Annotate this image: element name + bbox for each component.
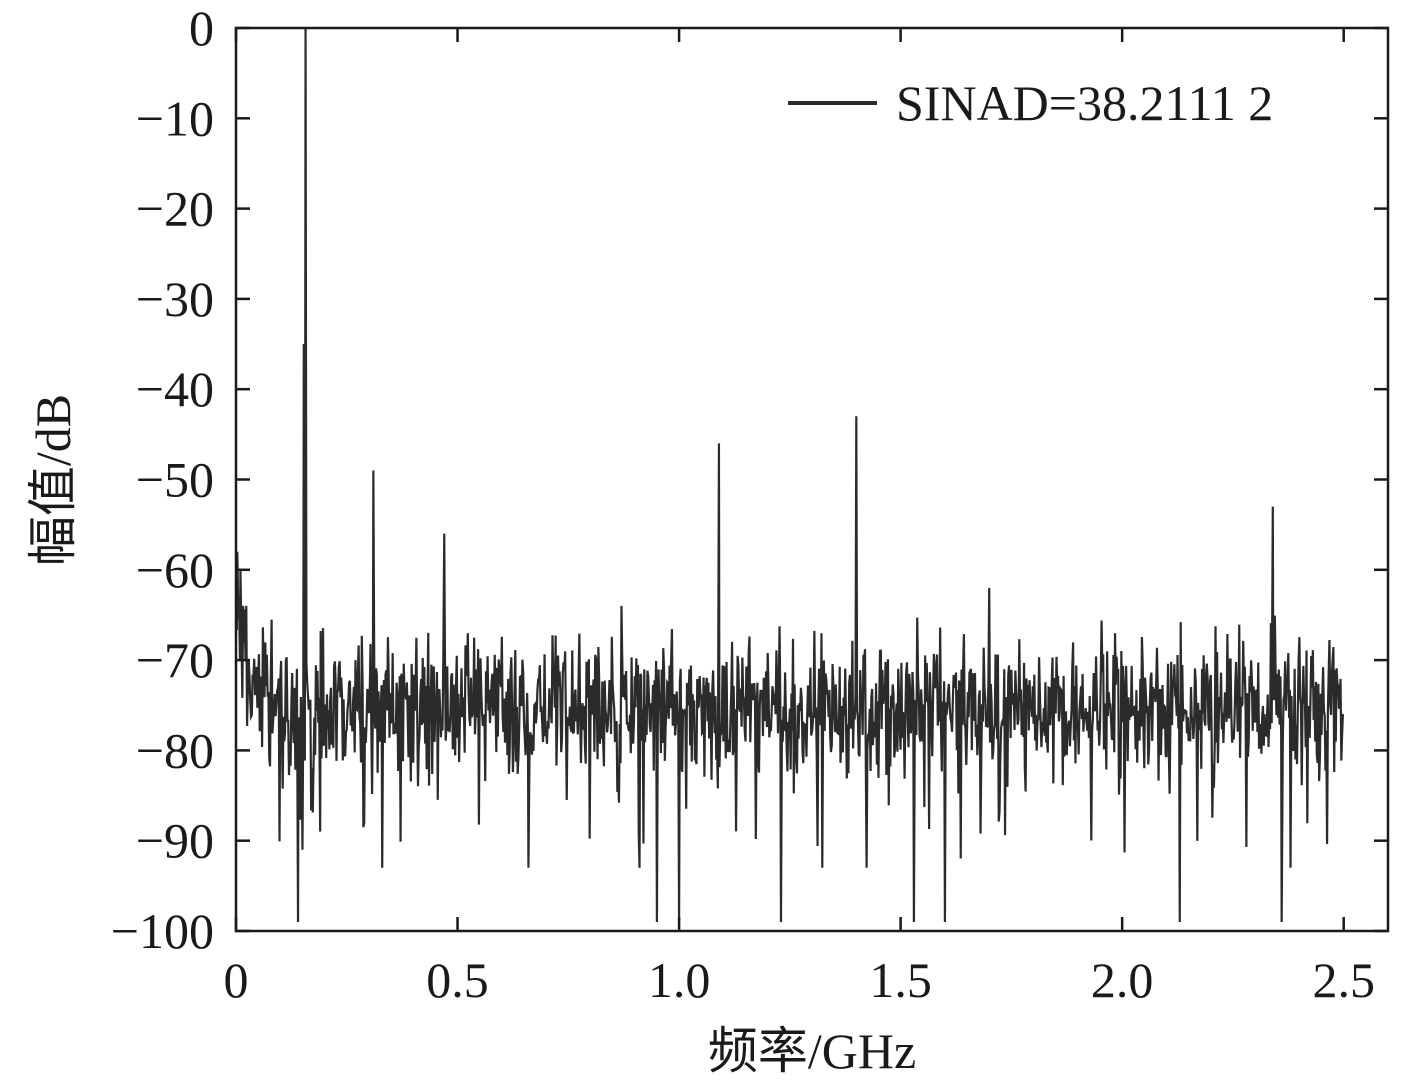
y-tick-label: −50 [136, 452, 214, 508]
y-tick-label: −40 [136, 361, 214, 417]
y-tick-label: −100 [111, 903, 214, 959]
y-tick-label: −70 [136, 632, 214, 688]
spectrum-trace [234, 27, 1344, 922]
y-axis-title: 幅值/dB [25, 394, 81, 566]
tick-layer: 0 0.5 1.0 1.5 2.0 2.5 0 −10 −20 −30 −40 −50 −60 −70 −8… [111, 0, 1388, 1008]
x-tick-label: 0.5 [426, 952, 489, 1008]
legend: SINAD=38.2111 2 [788, 75, 1273, 131]
x-tick-label: 1.0 [648, 952, 711, 1008]
y-tick-label: −30 [136, 271, 214, 327]
x-tick-label: 0 [224, 952, 249, 1008]
x-tick-label: 2.5 [1312, 952, 1375, 1008]
y-tick-label: −90 [136, 813, 214, 869]
y-tick-label: −20 [136, 181, 214, 237]
x-tick-label: 1.5 [869, 952, 932, 1008]
y-tick-label: −10 [136, 90, 214, 146]
x-axis-title: 频率/GHz [708, 1023, 916, 1079]
y-tick-label: −60 [136, 542, 214, 598]
y-tick-label: 0 [189, 0, 214, 56]
x-tick-label: 2.0 [1091, 952, 1154, 1008]
legend-label: SINAD=38.2111 2 [896, 75, 1273, 131]
y-tick-label: −80 [136, 722, 214, 778]
series-layer [234, 27, 1344, 922]
plot-frame [234, 26, 1390, 933]
